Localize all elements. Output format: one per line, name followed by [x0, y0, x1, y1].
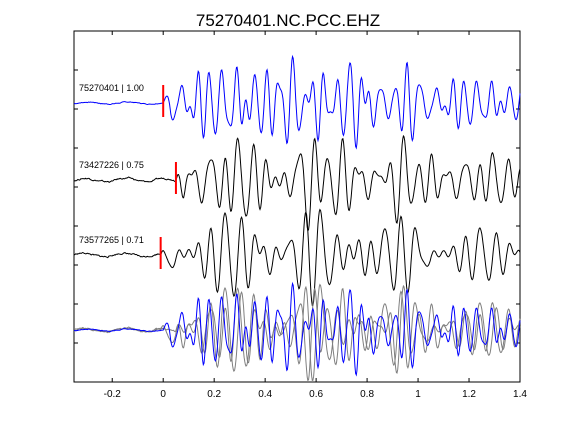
pick-markers	[159, 85, 177, 269]
x-tick-label: 0	[160, 389, 166, 400]
x-tick-label: 0.6	[309, 389, 323, 400]
x-tick-label: 1.2	[462, 389, 476, 400]
x-axis-ticks: -0.2 0 0.2 0.4 0.6 0.8 1 1.2 1.4	[104, 31, 527, 400]
x-tick-label: -0.2	[104, 389, 122, 400]
trace-1-waveform	[73, 54, 521, 150]
trace-2-waveform	[73, 134, 521, 232]
x-tick-label: 1.4	[513, 389, 527, 400]
trace-1-label: 75270401 | 1.00	[79, 83, 144, 93]
overlay-group	[73, 281, 521, 382]
trace-3-label: 73577265 | 0.71	[79, 235, 144, 245]
x-tick-label: 0.2	[207, 389, 221, 400]
x-tick-label: 0.8	[360, 389, 374, 400]
overlay-trace-2	[73, 284, 521, 382]
y-ticks	[74, 69, 520, 344]
chart-title: 75270401.NC.PCC.EHZ	[196, 11, 380, 30]
trace-3-waveform	[74, 208, 521, 306]
overlay-trace-1	[73, 281, 521, 377]
trace-2-label: 73427226 | 0.75	[79, 160, 144, 170]
plot-frame	[73, 30, 521, 383]
x-tick-label: 1	[415, 389, 421, 400]
trace-labels: 75270401 | 1.00 73427226 | 0.75 73577265 |…	[79, 83, 144, 245]
x-tick-label: 0.4	[258, 389, 272, 400]
traces-group	[73, 54, 521, 306]
